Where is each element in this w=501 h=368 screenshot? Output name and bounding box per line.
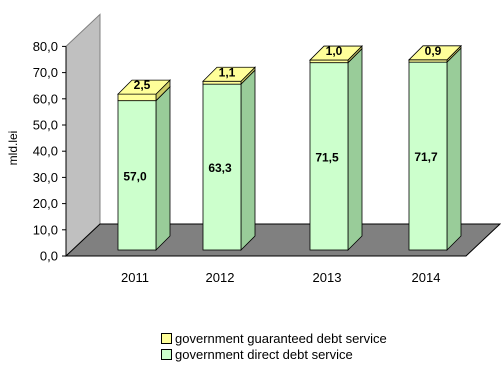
direct-value-label: 57,0 (123, 169, 147, 183)
legend-swatch-guaranteed (161, 333, 172, 344)
y-tick-label: 30,0 (33, 170, 58, 185)
data-labels: 57,0 2,5 63,3 1,1 71,5 1,0 71,7 0,9 (123, 44, 441, 184)
bar-side (347, 47, 363, 251)
y-tick-label: 60,0 (33, 91, 58, 106)
y-tick-label: 20,0 (33, 196, 58, 211)
y-tick-label: 10,0 (33, 222, 58, 237)
direct-value-label: 71,7 (414, 150, 438, 164)
x-tick-label: 2012 (206, 270, 235, 285)
y-tick-label: 50,0 (33, 118, 58, 133)
y-tick-label: 80,0 (33, 39, 58, 54)
bar-top (117, 79, 171, 95)
x-tick-label: 2014 (412, 270, 441, 285)
guaranteed-value-label: 0,9 (425, 44, 442, 58)
x-tick-label: 2011 (121, 270, 149, 285)
x-tick-label: 2013 (313, 270, 342, 285)
bar-top (408, 45, 462, 61)
guaranteed-value-label: 1,0 (326, 44, 343, 58)
axes: 0,0 10,0 20,0 30,0 40,0 50,0 60,0 70,0 80,0 2011 2… (33, 39, 466, 285)
legend-label-direct: government direct debt service (175, 347, 353, 362)
direct-value-label: 71,5 (315, 150, 339, 164)
y-tick-label: 70,0 (33, 65, 58, 80)
side-wall (65, 13, 101, 258)
direct-value-label: 63,3 (208, 161, 232, 175)
y-tick-label: 0,0 (40, 249, 58, 264)
bar-top (309, 45, 363, 61)
bar-side (155, 85, 171, 251)
bar-front (202, 80, 242, 85)
bar-side (240, 69, 256, 251)
legend: government guaranteed debt service gover… (161, 331, 387, 363)
bar-front (117, 93, 157, 102)
y-axis-label: mld.lei (6, 131, 20, 166)
legend-label-guaranteed: government guaranteed debt service (175, 331, 387, 346)
bar-front (117, 100, 157, 251)
legend-item-guaranteed: government guaranteed debt service (161, 331, 387, 347)
guaranteed-value-label: 2,5 (134, 78, 151, 92)
bar-side (446, 47, 462, 251)
bar-top (202, 66, 256, 82)
legend-swatch-direct (161, 349, 172, 360)
bar-front (309, 62, 349, 251)
bars (117, 44, 462, 251)
bar-front (202, 83, 242, 251)
bar-front (408, 61, 448, 251)
guaranteed-value-label: 1,1 (219, 65, 236, 79)
legend-item-direct: government direct debt service (161, 347, 387, 363)
y-tick-label: 40,0 (33, 144, 58, 159)
